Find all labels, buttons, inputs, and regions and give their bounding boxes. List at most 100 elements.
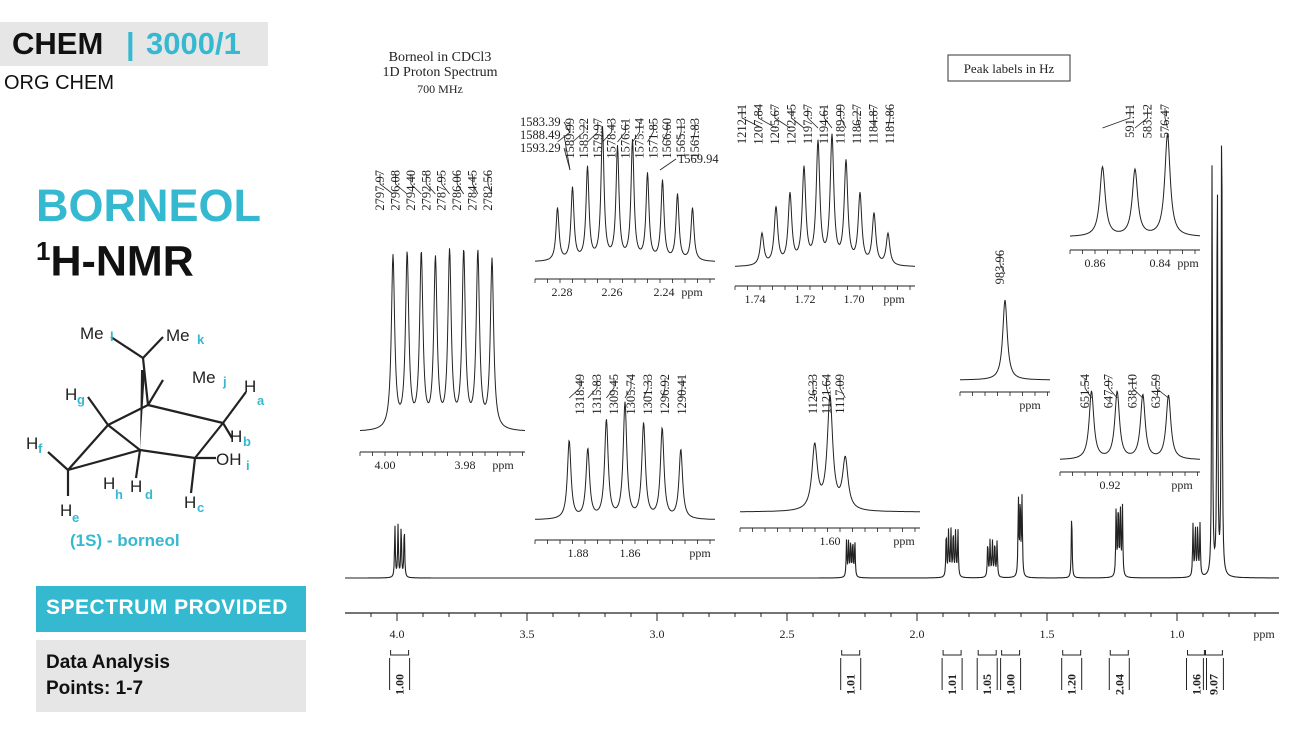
peak-label: 1579.97 bbox=[591, 118, 605, 159]
peak-leader bbox=[587, 378, 598, 399]
spectrum-title: Borneol in CDCl3 bbox=[389, 50, 492, 65]
peak-label: 1189.99 bbox=[834, 104, 848, 144]
peak-label: 1571.85 bbox=[646, 118, 660, 159]
peak-label: 1565.13 bbox=[674, 118, 688, 159]
x-tick-label: 3.5 bbox=[520, 627, 535, 641]
course-header: CHEM | 3000/1 bbox=[0, 22, 268, 66]
peak-label-extra: 1569.94 bbox=[678, 152, 719, 166]
peak-leader bbox=[677, 122, 682, 143]
inset-trace bbox=[1070, 134, 1200, 237]
integral-value: 1.01 bbox=[844, 674, 858, 695]
integral-value: 1.00 bbox=[1004, 674, 1018, 695]
peak-leader bbox=[472, 174, 479, 195]
peak-leader bbox=[790, 108, 805, 129]
info-box: Data Analysis Points: 1-7 bbox=[36, 640, 306, 712]
peak-leader bbox=[1164, 108, 1168, 129]
x-tick-label: 1.5 bbox=[1040, 627, 1055, 641]
inset-axis-label: ppm bbox=[492, 458, 514, 472]
peak-label: 1566.60 bbox=[660, 118, 674, 159]
x-tick-label: 2.5 bbox=[780, 627, 795, 641]
peak-label: 1207.84 bbox=[751, 103, 765, 144]
label-me-l: Me bbox=[80, 324, 104, 343]
peak-leader bbox=[680, 378, 683, 399]
peak-leader bbox=[758, 108, 777, 129]
peak-leader bbox=[1084, 378, 1092, 399]
peak-label: 1121.64 bbox=[820, 373, 834, 414]
peak-label: 2784.45 bbox=[466, 170, 480, 211]
course-subtitle: ORG CHEM bbox=[4, 72, 114, 94]
peak-label-extra: 1583.39 bbox=[520, 115, 561, 129]
peak-leader bbox=[659, 158, 677, 171]
peak-label: 2787.95 bbox=[435, 170, 449, 211]
peak-leader bbox=[840, 108, 847, 129]
spectrum-subtitle: 1D Proton Spectrum bbox=[382, 65, 497, 80]
inset-i172: 1.74 1.72 1.70 ppm 1212.11 1207.84 1205.67 1202… bbox=[734, 103, 915, 306]
inset-tick-label: 0.86 bbox=[1085, 256, 1106, 270]
label-h-b: H bbox=[230, 427, 242, 446]
inset-tick-label: 0.92 bbox=[1100, 478, 1121, 492]
page-title: BORNEOL bbox=[36, 180, 261, 231]
inset-tick-label: 4.00 bbox=[375, 458, 396, 472]
peak-leader bbox=[568, 378, 581, 399]
sub-i: i bbox=[246, 458, 250, 473]
borneol-structure: Me l Me k Me j H g H a H b H f OH i H h … bbox=[26, 324, 265, 525]
peak-label: 2782.56 bbox=[481, 170, 495, 211]
x-axis-label: ppm bbox=[1253, 627, 1275, 641]
inset-tick-label: 3.98 bbox=[455, 458, 476, 472]
peak-label: 1212.11 bbox=[735, 104, 749, 144]
peak-leader bbox=[487, 174, 493, 195]
inset-i140: ppm 983.96 bbox=[959, 250, 1050, 412]
peak-leader bbox=[606, 378, 615, 399]
integral-value: 1.06 bbox=[1190, 674, 1204, 695]
peak-label: 2786.06 bbox=[450, 170, 464, 211]
inset-tick-label: 1.74 bbox=[745, 292, 766, 306]
sub-l: l bbox=[110, 329, 114, 344]
molecule-caption: (1S) - borneol bbox=[70, 531, 180, 550]
peak-label: 2792.58 bbox=[419, 170, 433, 211]
sidebar: CHEM | 3000/1 ORG CHEM BORNEOL 1H-NMR bbox=[0, 0, 320, 730]
peak-leader bbox=[661, 378, 666, 399]
integral-bracket bbox=[942, 650, 962, 656]
subtitle-text: H-NMR bbox=[50, 237, 194, 286]
peak-leader bbox=[563, 134, 571, 171]
peak-leader bbox=[826, 378, 831, 399]
peak-label: 1296.92 bbox=[658, 374, 672, 415]
peak-label: 651.54 bbox=[1078, 373, 1092, 408]
sub-g: g bbox=[77, 392, 85, 407]
inset-tick-label: 0.84 bbox=[1150, 256, 1171, 270]
peak-label: 2794.40 bbox=[404, 170, 418, 211]
peak-leader bbox=[563, 147, 571, 171]
sub-k: k bbox=[197, 332, 205, 347]
peak-leader bbox=[395, 174, 408, 195]
peak-leader bbox=[572, 122, 585, 143]
inset-tick-label: 1.88 bbox=[568, 546, 589, 560]
peak-label: 1194.61 bbox=[817, 104, 831, 144]
label-h-f: H bbox=[26, 434, 38, 453]
wedge-bond bbox=[140, 370, 145, 450]
course-code: CHEM bbox=[12, 26, 104, 61]
peak-leader bbox=[887, 108, 891, 129]
peak-label: 1315.83 bbox=[590, 374, 604, 415]
peak-leader bbox=[643, 378, 649, 399]
x-tick-label: 1.0 bbox=[1170, 627, 1185, 641]
inset-trace bbox=[735, 133, 915, 267]
peak-label: 1117.09 bbox=[833, 374, 847, 414]
peak-leader bbox=[807, 108, 819, 129]
peak-label: 1585.22 bbox=[577, 118, 591, 159]
label-me-k: Me bbox=[166, 326, 190, 345]
peak-leader bbox=[563, 121, 571, 134]
label-me-j: Me bbox=[192, 368, 216, 387]
integral-bracket bbox=[1062, 650, 1082, 656]
peak-label: 1576.61 bbox=[619, 118, 633, 159]
integral-bracket bbox=[1187, 650, 1206, 656]
inset-i084: 0.86 0.84 ppm 591.11 583.12 576.47 bbox=[1069, 104, 1200, 270]
page-subtitle: 1H-NMR bbox=[36, 236, 194, 286]
label-h-h: H bbox=[103, 474, 115, 493]
peak-leader bbox=[602, 122, 613, 143]
peak-leader bbox=[425, 174, 436, 195]
inset-trace bbox=[1060, 389, 1200, 460]
inset-tick-label: 2.24 bbox=[654, 285, 675, 299]
sub-d: d bbox=[145, 487, 153, 502]
